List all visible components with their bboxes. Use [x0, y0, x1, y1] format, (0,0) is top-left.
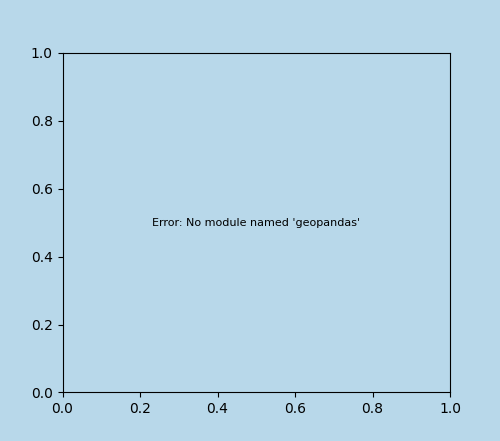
Text: Error: No module named 'geopandas': Error: No module named 'geopandas': [152, 218, 360, 228]
